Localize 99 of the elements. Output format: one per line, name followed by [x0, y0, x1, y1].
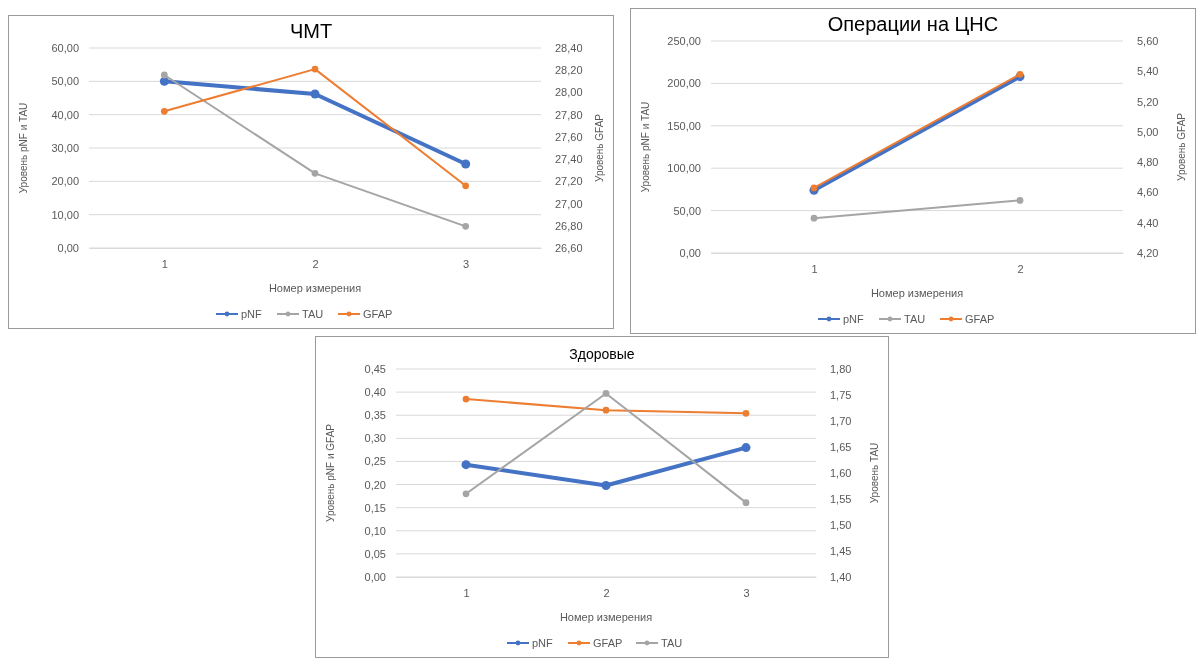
y2-tick-label: 1,55	[830, 493, 852, 506]
point	[160, 71, 168, 79]
y2-axis-title: Уровень GFAP	[594, 113, 605, 182]
point	[160, 107, 168, 115]
y2-tick-label: 1,40	[830, 571, 852, 584]
y-tick-label: 100,00	[667, 162, 701, 175]
y-tick-label: 200,00	[667, 77, 701, 90]
x-tick-label: 3	[463, 257, 470, 270]
y2-tick-label: 5,20	[1137, 95, 1159, 108]
y-tick-label: 0,10	[364, 524, 386, 537]
x-tick-label: 1	[161, 257, 168, 270]
y2-tick-label: 27,40	[555, 153, 583, 166]
point	[462, 490, 470, 498]
legend-label: pNF	[241, 308, 263, 320]
x-tick-label: 1	[811, 262, 818, 275]
y-tick-label: 0,15	[364, 501, 386, 514]
chart-title: Операции на ЦНС	[827, 13, 999, 35]
point	[311, 169, 319, 177]
x-tick-label: 2	[603, 586, 610, 599]
point	[462, 222, 470, 230]
y-tick-label: 0,05	[364, 547, 386, 560]
y2-tick-label: 1,65	[830, 441, 852, 454]
y-tick-label: 0,20	[364, 478, 386, 491]
legend-label: TAU	[302, 308, 324, 320]
y2-tick-label: 28,00	[555, 86, 583, 99]
legend-label: pNF	[843, 313, 865, 325]
point	[602, 406, 610, 414]
legend-label: GFAP	[593, 637, 623, 649]
x-tick-label: 2	[312, 257, 319, 270]
y2-tick-label: 4,80	[1137, 156, 1159, 169]
point	[159, 76, 169, 86]
y-tick-label: 30,00	[51, 142, 79, 155]
y2-tick-label: 26,80	[555, 219, 583, 232]
y-axis-title: Уровень pNF и TAU	[18, 102, 29, 194]
y-tick-label: 40,00	[51, 108, 79, 121]
y2-axis-title: Уровень GFAP	[1176, 112, 1187, 181]
y2-tick-label: 28,40	[555, 42, 583, 55]
y2-tick-label: 4,40	[1137, 216, 1159, 229]
y2-tick-label: 1,60	[830, 467, 852, 480]
point	[601, 480, 611, 490]
point	[1016, 197, 1024, 204]
y-axis-title: Уровень pNF и TAU	[640, 101, 651, 193]
point	[461, 159, 471, 169]
y2-tick-label: 4,60	[1137, 186, 1159, 199]
y2-tick-label: 1,80	[830, 363, 852, 376]
y-tick-label: 0,00	[679, 247, 701, 260]
point	[810, 214, 818, 222]
y-tick-label: 50,00	[673, 204, 701, 217]
y2-tick-label: 27,80	[555, 108, 583, 121]
y2-tick-label: 4,20	[1137, 247, 1159, 260]
point	[462, 395, 470, 403]
y-tick-label: 0,30	[364, 432, 386, 445]
x-axis-title: Номер измерения	[870, 287, 964, 299]
point	[602, 390, 610, 397]
point	[310, 89, 320, 99]
legend-label: TAU	[904, 313, 926, 325]
point	[742, 499, 750, 507]
point	[741, 443, 751, 453]
y2-tick-label: 1,45	[830, 545, 852, 558]
x-tick-label: 2	[1017, 262, 1024, 275]
y2-tick-label: 1,50	[830, 519, 852, 532]
chart-title: Здоровые	[569, 346, 635, 362]
point	[311, 65, 319, 73]
legend-label: TAU	[661, 637, 683, 649]
legend-label: pNF	[532, 637, 554, 649]
x-axis-title: Номер измерения	[559, 611, 653, 623]
x-tick-label: 1	[463, 586, 470, 599]
y2-tick-label: 27,00	[555, 197, 583, 210]
y-tick-label: 20,00	[51, 175, 79, 188]
y2-tick-label: 1,70	[830, 415, 852, 428]
y-tick-label: 0,00	[57, 242, 79, 255]
y2-tick-label: 5,40	[1137, 65, 1159, 78]
y-tick-label: 0,40	[364, 386, 386, 399]
y2-tick-label: 1,75	[830, 389, 852, 402]
y-tick-label: 0,25	[364, 455, 386, 468]
y-tick-label: 250,00	[667, 35, 701, 48]
y-tick-label: 10,00	[51, 208, 79, 221]
y2-tick-label: 26,60	[555, 242, 583, 255]
y2-tick-label: 5,00	[1137, 125, 1159, 138]
y2-tick-label: 5,60	[1137, 35, 1159, 48]
y2-tick-label: 28,20	[555, 64, 583, 77]
point	[461, 460, 471, 470]
y-tick-label: 50,00	[51, 75, 79, 88]
y-tick-label: 0,35	[364, 409, 386, 422]
y2-tick-label: 27,20	[555, 175, 583, 188]
x-tick-label: 3	[743, 586, 750, 599]
y-tick-label: 150,00	[667, 119, 701, 132]
y2-axis-title: Уровень TAU	[869, 442, 880, 504]
y-tick-label: 0,45	[364, 363, 386, 376]
legend-label: GFAP	[363, 308, 393, 320]
y2-tick-label: 27,60	[555, 130, 583, 143]
y-axis-title: Уровень pNF и GFAP	[325, 423, 336, 523]
y-tick-label: 60,00	[51, 42, 79, 55]
x-axis-title: Номер измерения	[268, 282, 362, 294]
point	[462, 182, 470, 190]
point	[742, 410, 750, 417]
legend-label: GFAP	[965, 313, 995, 325]
chart-title: ЧМТ	[289, 20, 333, 42]
y-tick-label: 0,00	[364, 571, 386, 584]
